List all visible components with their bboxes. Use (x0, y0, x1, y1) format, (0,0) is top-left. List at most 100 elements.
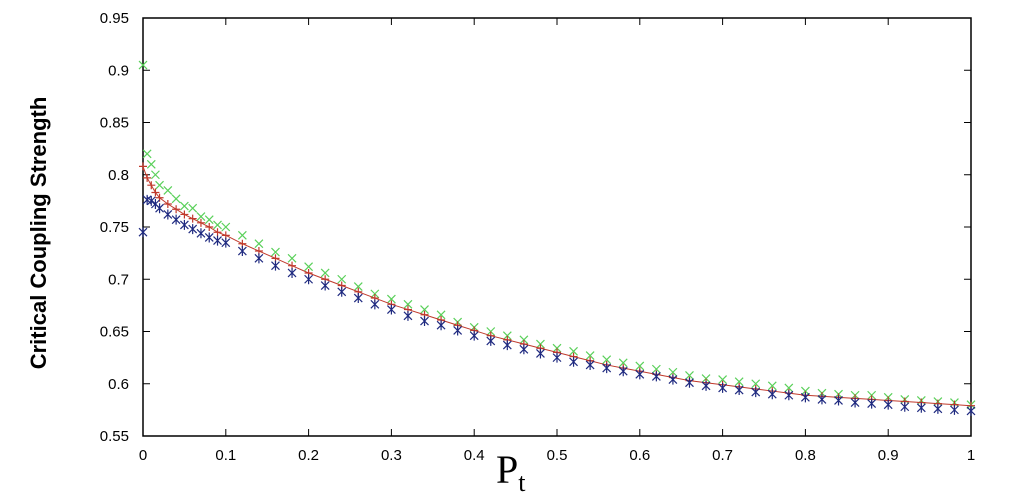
x-tick-label: 0.1 (215, 447, 236, 464)
data-point (337, 274, 347, 284)
data-point (146, 195, 156, 206)
data-point (271, 260, 280, 271)
x-tick-label: 0.9 (878, 447, 899, 464)
data-point (151, 188, 160, 197)
y-tick-label: 0.6 (108, 376, 129, 393)
data-point (569, 356, 578, 367)
data-point (353, 293, 363, 304)
y-tick-label: 0.95 (100, 10, 129, 27)
data-point (163, 186, 173, 195)
data-point (618, 358, 628, 368)
data-point (800, 392, 810, 403)
data-point (204, 232, 214, 243)
y-tick-label: 0.7 (108, 271, 129, 288)
data-point (420, 316, 429, 327)
x-tick-label: 0.3 (381, 447, 402, 464)
data-point (403, 310, 413, 321)
data-point (618, 366, 628, 377)
data-point (552, 343, 562, 353)
data-point (552, 352, 562, 363)
data-point (221, 237, 231, 248)
data-point (370, 299, 380, 310)
data-point (188, 214, 197, 223)
data-point (900, 401, 910, 412)
data-point (569, 346, 578, 356)
series-line (142, 166, 972, 407)
data-point (751, 387, 761, 398)
data-point (436, 320, 446, 331)
data-point (635, 361, 645, 371)
data-point (718, 382, 728, 393)
data-point (784, 390, 794, 401)
data-point (585, 359, 595, 370)
data-point (287, 253, 297, 263)
data-point (320, 280, 330, 291)
data-point (353, 282, 363, 291)
data-point (536, 348, 545, 359)
data-point (147, 181, 156, 190)
data-point (651, 364, 661, 374)
y-tick-label: 0.8 (108, 167, 129, 184)
data-point (287, 267, 297, 278)
data-point (213, 235, 222, 246)
data-point (436, 310, 446, 320)
data-point (337, 286, 347, 297)
data-point (602, 363, 612, 374)
data-point (163, 209, 173, 220)
data-point (196, 228, 206, 239)
data-point (767, 389, 777, 400)
data-point (142, 149, 152, 159)
data-point (635, 369, 645, 380)
data-point (204, 215, 214, 225)
data-point (602, 355, 612, 365)
data-point (453, 325, 463, 336)
data-point (179, 201, 189, 211)
data-point (271, 247, 280, 257)
data-point (304, 262, 314, 272)
series-2 (138, 194, 976, 416)
data-point (172, 205, 181, 214)
data-point (254, 253, 264, 264)
data-point (179, 219, 189, 230)
x-tick-label: 0.8 (795, 447, 816, 464)
data-point (685, 377, 694, 388)
plot-frame (142, 17, 972, 437)
data-point (320, 268, 330, 278)
x-tick-label: 0.7 (712, 447, 733, 464)
data-point (150, 170, 160, 180)
data-point (254, 239, 264, 249)
data-point (734, 377, 744, 387)
data-point (403, 299, 413, 309)
data-point (867, 390, 877, 400)
data-point (701, 374, 711, 383)
data-point (933, 403, 943, 414)
data-point (502, 340, 512, 351)
data-point (237, 246, 247, 257)
data-point (163, 200, 172, 209)
data-point (469, 330, 479, 341)
data-point (171, 194, 181, 204)
y-tick-label: 0.65 (100, 324, 129, 341)
x-tick-label: 0.2 (298, 447, 319, 464)
data-point (486, 335, 496, 346)
data-point (386, 304, 396, 315)
data-point (155, 180, 164, 190)
data-point (668, 367, 678, 377)
data-point (718, 375, 728, 384)
data-point (146, 159, 156, 169)
data-point (668, 374, 678, 385)
x-axis-label-sub: t (518, 468, 526, 497)
data-point (139, 162, 147, 171)
data-point (196, 212, 206, 221)
data-point (834, 395, 843, 406)
data-point (138, 227, 148, 238)
data-point (213, 228, 222, 237)
data-point (867, 398, 877, 409)
y-tick-label: 0.85 (100, 115, 129, 132)
data-point (850, 397, 860, 408)
data-point (221, 222, 231, 232)
data-point (651, 371, 661, 382)
x-axis-label: Pt (496, 447, 526, 497)
data-point (751, 379, 761, 389)
